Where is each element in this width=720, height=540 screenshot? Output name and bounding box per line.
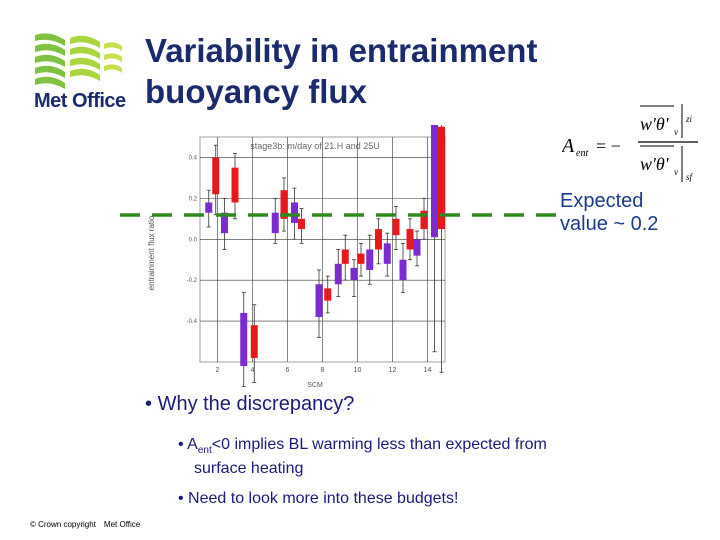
footer-org: Met Office — [103, 520, 141, 529]
box-mark — [221, 212, 228, 234]
bullet-2-line2: surface heating — [194, 460, 304, 478]
formula-bottom-limit: sf — [686, 172, 694, 182]
met-office-logo-icon — [35, 33, 122, 89]
bullet-2-sub: ent — [197, 445, 212, 457]
box-mark — [212, 157, 220, 195]
expected-line-1: Expected — [560, 190, 644, 212]
bullet-budgets: • Need to look more into these budgets! — [178, 490, 459, 507]
box-mark — [438, 126, 445, 230]
x-tick-label: 6 — [286, 367, 290, 374]
bullet-3-text: Need to look more into these budgets! — [188, 490, 459, 507]
box-mark — [392, 218, 400, 236]
box-mark — [291, 202, 298, 223]
y-tick-label: -0.4 — [187, 319, 198, 325]
box-mark — [271, 212, 279, 234]
formula-lhs: A — [562, 135, 575, 157]
title-line-2: buoyancy flux — [145, 73, 367, 110]
box-mark — [375, 229, 382, 250]
chart-xlabel: SCM — [307, 382, 323, 389]
y-tick-label: -0.2 — [187, 278, 198, 284]
box-mark — [420, 210, 428, 230]
slide-title: Variability in entrainment buoyancy flux — [145, 30, 537, 112]
box-mark — [413, 239, 421, 256]
formula-numerator: w'θ' — [640, 114, 670, 134]
box-mark — [205, 202, 213, 213]
chart-ylabel: entrainment flux ratio — [147, 215, 156, 290]
box-mark — [399, 259, 407, 281]
box-mark — [431, 125, 438, 238]
x-tick-label: 12 — [389, 367, 397, 374]
formula-denominator: w'θ' — [640, 154, 670, 174]
bullet-why-discrepancy: • Why the discrepancy? — [145, 393, 355, 415]
expected-line-2: value ~ 0.2 — [560, 213, 659, 235]
formula-lhs-sub: ent — [576, 148, 588, 159]
entrainment-formula: A ent = − w'θ' v zi w'θ' v sf — [562, 104, 698, 182]
bullet-2-a: A — [187, 436, 198, 453]
box-mark — [250, 325, 258, 358]
formula-top-limit: zi — [685, 114, 693, 124]
expected-value-label: Expected value ~ 0.2 — [560, 190, 658, 236]
x-tick-label: 2 — [216, 367, 220, 374]
y-tick-label: 0.0 — [189, 237, 198, 243]
footer-copyright: © Crown copyright — [30, 520, 96, 529]
x-tick-label: 4 — [251, 367, 255, 374]
box-mark — [298, 218, 305, 230]
formula-numerator-sub: v — [674, 127, 678, 137]
formula-equals: = − — [596, 136, 621, 156]
box-mark — [334, 263, 342, 285]
bullet-2-rest: <0 implies BL warming less than expected… — [211, 436, 547, 453]
x-tick-label: 14 — [424, 367, 432, 374]
bullet-1-text: Why the discrepancy? — [157, 393, 355, 415]
box-mark — [383, 243, 391, 264]
logo-text: Met Office — [34, 90, 126, 112]
x-tick-label: 8 — [321, 367, 325, 374]
formula-denominator-sub: v — [674, 167, 678, 177]
expected-reference-line — [120, 213, 560, 217]
box-mark — [350, 267, 358, 281]
box-mark — [280, 190, 288, 219]
chart-title: stage3b: m/day of 21.H and 25U — [250, 141, 380, 151]
x-tick-label: 10 — [354, 367, 362, 374]
box-mark — [231, 167, 239, 203]
title-line-1: Variability in entrainment — [145, 32, 538, 69]
footer: © Crown copyright Met Office — [30, 520, 148, 529]
box-mark — [240, 312, 248, 367]
y-tick-label: 0.2 — [189, 196, 198, 202]
box-mark — [341, 249, 349, 264]
y-tick-label: 0.4 — [189, 155, 198, 161]
bullet-aent-explanation: • Aent<0 implies BL warming less than ex… — [178, 436, 547, 478]
box-mark — [324, 288, 332, 301]
box-mark — [366, 249, 374, 270]
box-plot-chart: stage3b: m/day of 21.H and 25U SCM entra… — [147, 125, 446, 389]
box-mark — [406, 229, 414, 250]
box-mark — [357, 253, 365, 264]
box-mark — [315, 284, 323, 317]
